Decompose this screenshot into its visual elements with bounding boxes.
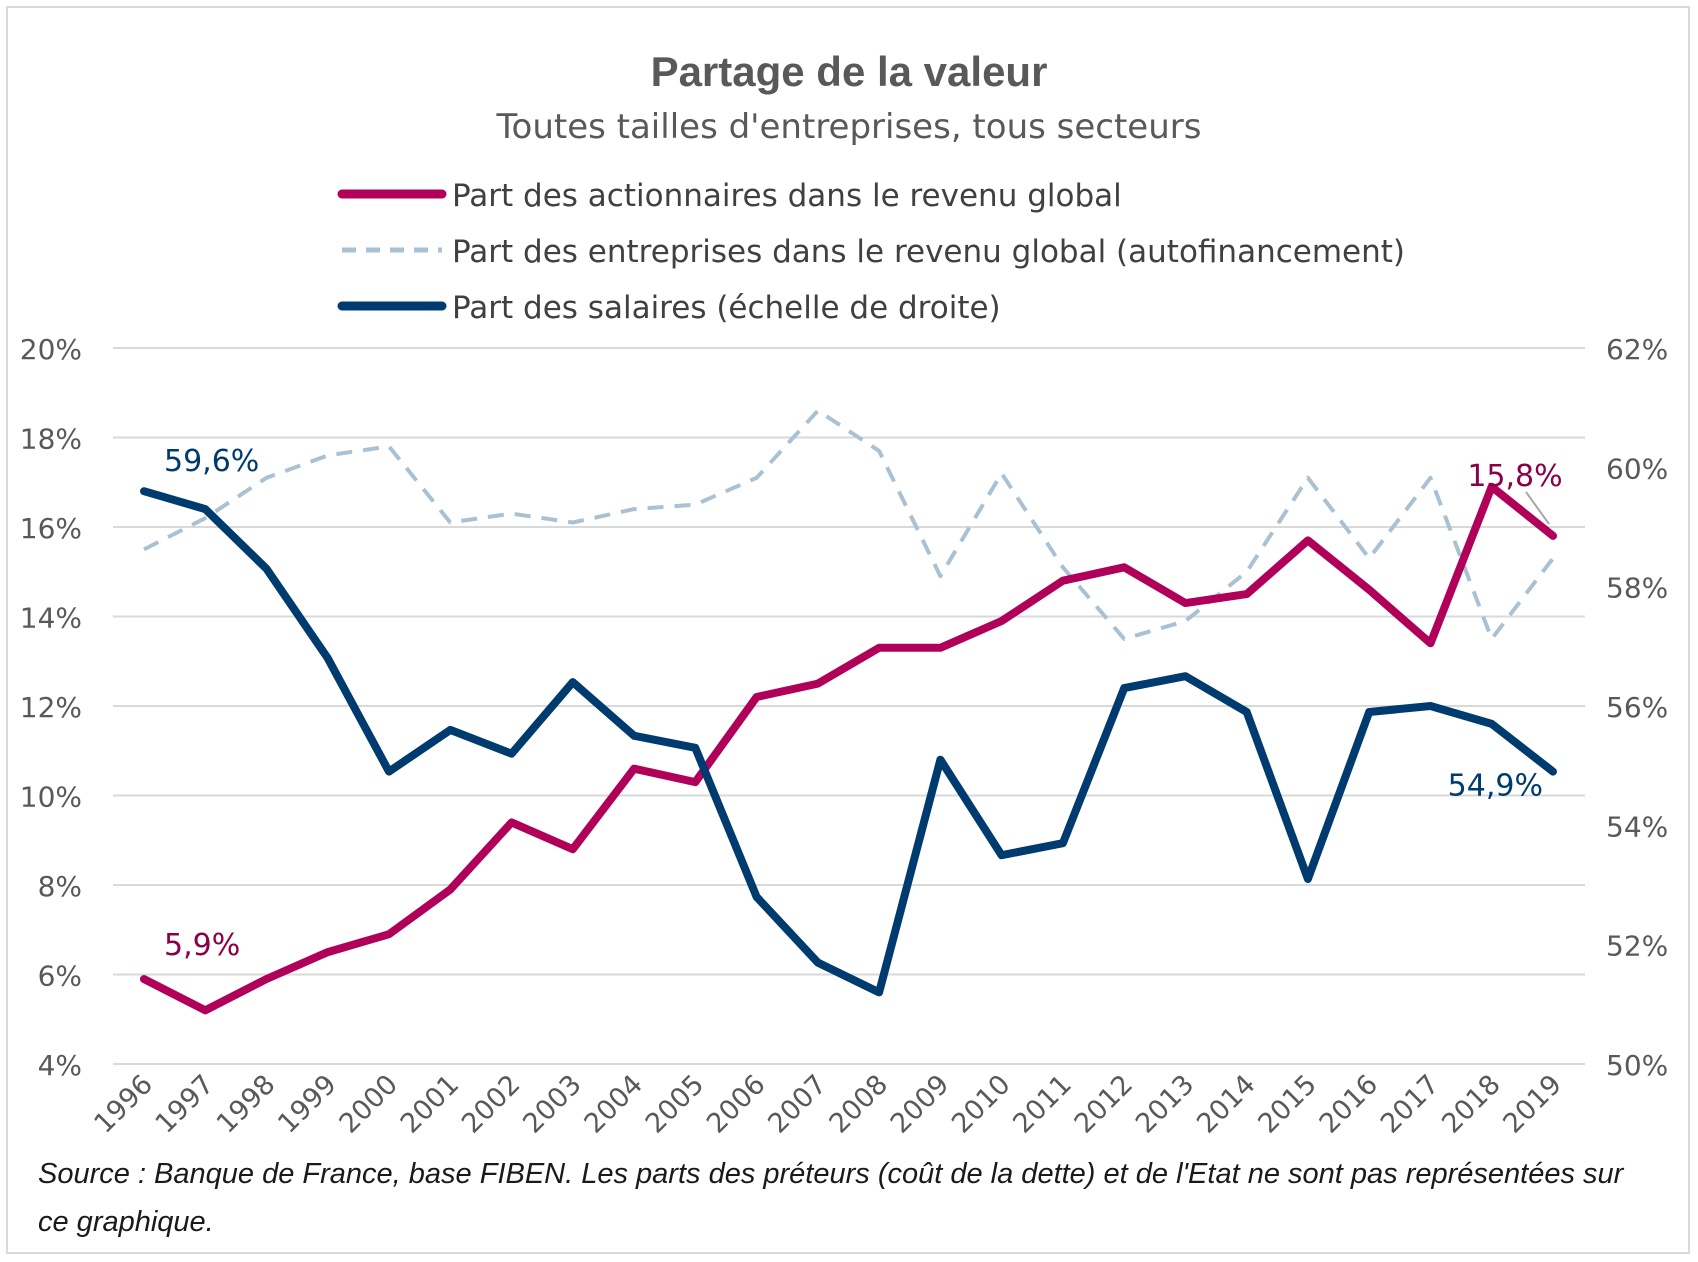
x-tick-label: 2002 xyxy=(456,1069,527,1140)
data-labels: 59,6% 54,9% 5,9% 15,8% xyxy=(164,444,1563,963)
x-tick-label: 1996 xyxy=(88,1069,159,1140)
x-tick-label: 1999 xyxy=(272,1069,343,1140)
x-tick-label: 2014 xyxy=(1191,1069,1262,1140)
x-tick-label: 2000 xyxy=(333,1069,404,1140)
left-tick-label: 16% xyxy=(20,512,82,545)
legend-label-entreprises: Part des entreprises dans le revenu glob… xyxy=(452,234,1405,270)
x-tick-label: 2011 xyxy=(1007,1069,1078,1140)
label-salaires-1996: 59,6% xyxy=(164,444,259,479)
right-tick-label: 54% xyxy=(1606,810,1668,843)
chart-frame xyxy=(6,6,1690,1254)
x-tick-label: 2008 xyxy=(824,1069,895,1140)
legend: Part des actionnaires dans le revenu glo… xyxy=(337,178,1405,326)
x-tick-label: 2005 xyxy=(640,1069,711,1140)
label-actionnaires-2019: 15,8% xyxy=(1467,459,1562,494)
legend-label-salaires: Part des salaires (échelle de droite) xyxy=(452,290,1001,326)
x-tick-label: 2016 xyxy=(1314,1069,1385,1140)
right-tick-label: 52% xyxy=(1606,930,1668,963)
right-axis: 62% 60% 58% 56% 54% 52% 50% xyxy=(1606,333,1668,1082)
right-tick-label: 62% xyxy=(1606,333,1668,366)
x-tick-label: 2013 xyxy=(1130,1069,1201,1140)
x-tick-label: 2015 xyxy=(1252,1069,1323,1140)
x-tick-label: 2003 xyxy=(517,1069,588,1140)
x-tick-label: 2007 xyxy=(762,1069,833,1140)
x-tick-label: 1998 xyxy=(211,1069,282,1140)
legend-label-actionnaires: Part des actionnaires dans le revenu glo… xyxy=(452,178,1122,214)
x-axis: 1996199719981999200020012002200320042005… xyxy=(88,1069,1567,1140)
source-note: Source : Banque de France, base FIBEN. L… xyxy=(38,1158,1624,1238)
left-tick-label: 12% xyxy=(20,691,82,724)
gridlines xyxy=(113,347,1585,1065)
series-salaires-line xyxy=(140,487,1557,997)
chart-title: Partage de la valeur xyxy=(651,48,1048,95)
series-layer xyxy=(140,408,1557,1015)
x-tick-label: 2018 xyxy=(1436,1069,1507,1140)
x-tick-label: 2006 xyxy=(701,1069,772,1140)
x-tick-label: 2009 xyxy=(885,1069,956,1140)
x-tick-label: 1997 xyxy=(150,1069,221,1140)
left-tick-label: 6% xyxy=(38,960,82,993)
right-tick-label: 60% xyxy=(1606,452,1668,485)
x-tick-label: 2012 xyxy=(1069,1069,1140,1140)
left-tick-label: 18% xyxy=(20,423,82,456)
x-tick-label: 2017 xyxy=(1375,1069,1446,1140)
chart-subtitle: Toutes tailles d'entreprises, tous secte… xyxy=(496,107,1202,147)
right-tick-label: 56% xyxy=(1606,691,1668,724)
left-tick-label: 14% xyxy=(20,602,82,635)
x-tick-label: 2019 xyxy=(1497,1069,1568,1140)
series-actionnaires-line xyxy=(140,482,1557,1015)
label-leader-line xyxy=(1525,491,1550,525)
left-axis: 20% 18% 16% 14% 12% 10% 8% 6% 4% xyxy=(20,333,82,1082)
x-tick-label: 2001 xyxy=(395,1069,466,1140)
left-tick-label: 20% xyxy=(20,333,82,366)
label-salaires-2019: 54,9% xyxy=(1448,769,1543,804)
label-actionnaires-1996: 5,9% xyxy=(164,928,240,963)
right-tick-label: 50% xyxy=(1606,1049,1668,1082)
x-tick-label: 2004 xyxy=(579,1069,650,1140)
series-entreprises-line xyxy=(143,408,1555,641)
right-tick-label: 58% xyxy=(1606,572,1668,605)
left-tick-label: 8% xyxy=(38,870,82,903)
x-tick-label: 2010 xyxy=(946,1069,1017,1140)
left-tick-label: 10% xyxy=(20,781,82,814)
left-tick-label: 4% xyxy=(38,1049,82,1082)
